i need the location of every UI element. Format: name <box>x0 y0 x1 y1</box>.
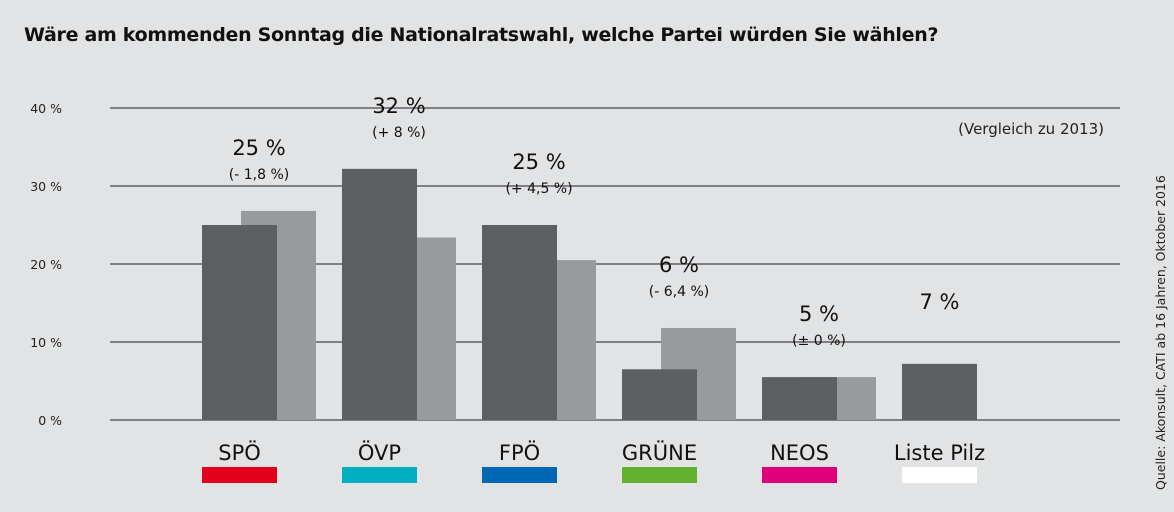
comparison-note: (Vergleich zu 2013) <box>958 120 1104 138</box>
bar-2016 <box>482 225 557 420</box>
party-label: Liste Pilz <box>894 441 985 465</box>
change-label: (- 6,4 %) <box>649 284 709 300</box>
change-label: (± 0 %) <box>792 333 846 349</box>
bar-2016 <box>342 168 417 420</box>
bar-2016 <box>202 225 277 420</box>
bar-2016 <box>622 369 697 420</box>
party-label: GRÜNE <box>622 440 697 465</box>
y-tick-label: 40 % <box>30 101 62 116</box>
value-label: 5 % <box>799 302 839 326</box>
y-tick-label: 0 % <box>38 413 62 428</box>
party-color-swatch <box>762 467 837 483</box>
y-tick-label: 30 % <box>30 179 62 194</box>
party-label: FPÖ <box>499 440 540 465</box>
party-color-swatch <box>342 467 417 483</box>
chart-title: Wäre am kommenden Sonntag die Nationalra… <box>24 24 939 46</box>
change-label: (- 1,8 %) <box>229 167 289 183</box>
value-label: 32 % <box>372 94 425 118</box>
party-color-swatch <box>202 467 277 483</box>
bar-2016 <box>902 363 977 420</box>
change-label: (+ 8 %) <box>372 125 426 141</box>
value-label: 6 % <box>659 253 699 277</box>
party-color-swatch <box>482 467 557 483</box>
party-color-swatch <box>622 467 697 483</box>
party-label: SPÖ <box>218 440 261 465</box>
value-label: 25 % <box>512 150 565 174</box>
y-tick-label: 20 % <box>30 257 62 272</box>
party-label: NEOS <box>770 441 829 465</box>
bar-2016 <box>762 377 837 420</box>
party-color-swatch <box>902 467 977 483</box>
y-tick-label: 10 % <box>30 335 62 350</box>
value-label: 7 % <box>920 290 960 314</box>
change-label: (+ 4,5 %) <box>505 181 572 197</box>
party-label: ÖVP <box>358 440 401 465</box>
value-label: 25 % <box>232 136 285 160</box>
